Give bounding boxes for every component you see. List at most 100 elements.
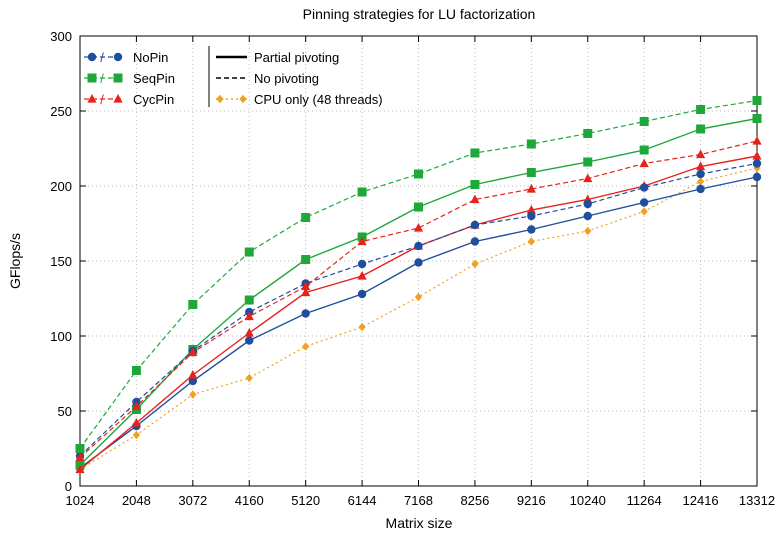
data-point xyxy=(357,259,367,269)
data-point xyxy=(414,241,423,251)
data-point xyxy=(639,183,649,192)
data-point xyxy=(75,444,85,453)
data-point xyxy=(527,225,536,234)
legend-label: No pivoting xyxy=(254,71,319,86)
data-point xyxy=(695,161,706,171)
series-seqpin-dashed xyxy=(75,96,762,453)
y-tick-label: 250 xyxy=(50,104,72,119)
data-point xyxy=(470,237,480,246)
data-point xyxy=(639,117,649,126)
y-tick-label: 100 xyxy=(50,329,72,344)
legend: / NoPin / SeqPin / CycPin Partial pivoting No p… xyxy=(84,46,383,107)
legend-marker xyxy=(87,73,97,83)
legend-item-dotted: CPU only (48 threads) xyxy=(216,92,383,107)
data-point xyxy=(583,157,593,167)
legend-item-nopin: / NoPin xyxy=(84,50,168,65)
data-point xyxy=(639,198,649,207)
data-point xyxy=(752,172,762,182)
data-point xyxy=(75,464,85,474)
series-cycpin-dashed xyxy=(75,136,762,462)
data-point xyxy=(357,187,367,197)
legend-marker xyxy=(113,94,123,103)
data-point xyxy=(470,180,480,189)
legend-label: SeqPin xyxy=(133,71,175,86)
legend-marker xyxy=(113,73,123,83)
legend-marker xyxy=(239,94,247,104)
legend-label: CycPin xyxy=(133,92,174,107)
data-point xyxy=(301,287,311,297)
y-tick-label: 50 xyxy=(58,404,72,419)
legend-label: CPU only (48 threads) xyxy=(254,92,383,107)
data-point xyxy=(188,300,198,309)
x-tick-label: 9216 xyxy=(517,493,546,508)
data-point xyxy=(414,258,423,267)
x-tick-label: 13312 xyxy=(739,493,775,508)
data-point xyxy=(414,202,423,212)
data-point xyxy=(132,430,141,440)
y-axis-title: GFlops/s xyxy=(7,233,23,289)
data-point xyxy=(470,194,480,204)
data-point xyxy=(526,168,536,177)
data-point xyxy=(639,145,649,155)
data-point xyxy=(357,236,367,246)
data-point xyxy=(583,199,592,209)
data-point xyxy=(131,418,142,427)
data-point xyxy=(696,124,706,134)
legend-marker xyxy=(87,94,97,103)
legend-marker xyxy=(87,52,97,62)
legend-item-seqpin: / SeqPin xyxy=(84,71,175,86)
data-point xyxy=(639,158,649,168)
data-point xyxy=(75,452,85,462)
data-point xyxy=(526,184,536,193)
data-point xyxy=(414,292,423,302)
legend-item-dashed: No pivoting xyxy=(216,71,319,86)
data-point xyxy=(131,366,141,375)
series-cpu-only-dotted xyxy=(76,163,761,474)
data-point xyxy=(245,336,254,345)
x-tick-label: 3072 xyxy=(178,493,207,508)
legend-marker xyxy=(113,52,123,62)
data-point xyxy=(357,271,367,280)
data-point xyxy=(189,390,197,399)
x-tick-label: 10240 xyxy=(570,493,606,508)
data-point xyxy=(244,311,254,321)
x-tick-label: 5120 xyxy=(291,493,320,508)
data-point xyxy=(526,205,536,214)
series-group xyxy=(75,96,762,474)
data-point xyxy=(583,173,593,183)
data-point xyxy=(640,207,648,216)
data-point xyxy=(696,169,705,179)
data-point xyxy=(358,322,366,332)
x-tick-label: 4160 xyxy=(235,493,264,508)
data-point xyxy=(583,211,592,221)
data-point xyxy=(357,289,367,299)
y-tick-label: 0 xyxy=(65,479,72,494)
data-point xyxy=(583,129,593,138)
data-point xyxy=(301,213,311,222)
data-point xyxy=(302,342,310,351)
data-point xyxy=(188,347,198,357)
legend-item-solid: Partial pivoting xyxy=(216,50,339,65)
data-point xyxy=(414,169,423,179)
x-tick-label: 2048 xyxy=(122,493,151,508)
x-tick-label: 6144 xyxy=(348,493,377,508)
data-point xyxy=(131,401,142,411)
chart-title: Pinning strategies for LU factorization xyxy=(303,6,536,22)
data-point xyxy=(752,96,762,105)
data-point xyxy=(413,223,424,232)
legend-item-cycpin: / CycPin xyxy=(84,92,174,107)
data-point xyxy=(696,177,705,186)
series-nopin-solid xyxy=(75,172,762,473)
axis-ticks: 0 50 100 150 200 250 300 1024 2048 3072 4160 5120 61… xyxy=(50,29,775,508)
data-point xyxy=(696,105,706,114)
data-point xyxy=(301,281,311,291)
data-point xyxy=(244,247,254,257)
legend-label: NoPin xyxy=(133,50,168,65)
y-tick-label: 150 xyxy=(50,254,72,269)
data-point xyxy=(470,220,480,230)
data-point xyxy=(245,373,253,383)
data-point xyxy=(244,295,254,305)
y-tick-label: 300 xyxy=(50,29,72,44)
data-point xyxy=(696,184,705,194)
